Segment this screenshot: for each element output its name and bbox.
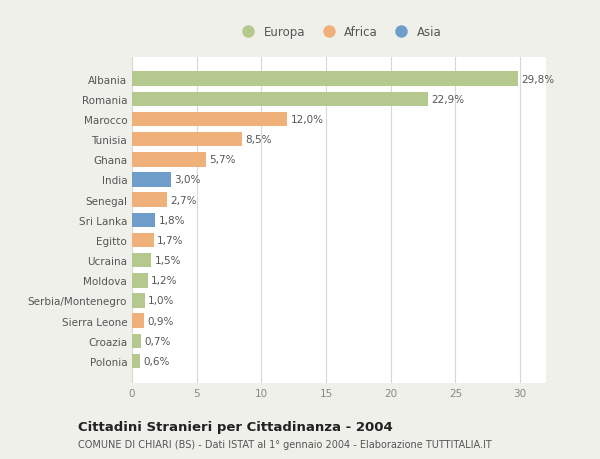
Legend: Europa, Africa, Asia: Europa, Africa, Asia [232, 21, 446, 43]
Bar [132, 334, 141, 348]
Bar [132, 294, 145, 308]
Bar [132, 313, 143, 328]
Bar [132, 173, 171, 187]
Bar [132, 112, 287, 127]
Text: 8,5%: 8,5% [245, 135, 272, 145]
Text: 0,9%: 0,9% [147, 316, 173, 326]
Text: 2,7%: 2,7% [170, 195, 197, 205]
Bar [132, 92, 428, 107]
Text: COMUNE DI CHIARI (BS) - Dati ISTAT al 1° gennaio 2004 - Elaborazione TUTTITALIA.: COMUNE DI CHIARI (BS) - Dati ISTAT al 1°… [78, 439, 492, 449]
Text: 5,7%: 5,7% [209, 155, 235, 165]
Bar [132, 233, 154, 248]
Text: 1,7%: 1,7% [157, 235, 184, 246]
Text: 0,6%: 0,6% [143, 356, 169, 366]
Text: 0,7%: 0,7% [144, 336, 170, 346]
Text: 3,0%: 3,0% [174, 175, 200, 185]
Text: 12,0%: 12,0% [290, 115, 323, 125]
Bar [132, 253, 151, 268]
Text: 1,8%: 1,8% [158, 215, 185, 225]
Text: 1,5%: 1,5% [155, 256, 181, 266]
Bar [132, 153, 206, 167]
Text: 1,2%: 1,2% [151, 276, 177, 285]
Text: 29,8%: 29,8% [521, 74, 554, 84]
Text: 1,0%: 1,0% [148, 296, 175, 306]
Bar [132, 213, 155, 228]
Text: Cittadini Stranieri per Cittadinanza - 2004: Cittadini Stranieri per Cittadinanza - 2… [78, 420, 393, 433]
Bar [132, 354, 140, 369]
Bar [132, 274, 148, 288]
Bar [132, 193, 167, 207]
Bar [132, 133, 242, 147]
Text: 22,9%: 22,9% [431, 95, 464, 105]
Bar [132, 72, 518, 87]
